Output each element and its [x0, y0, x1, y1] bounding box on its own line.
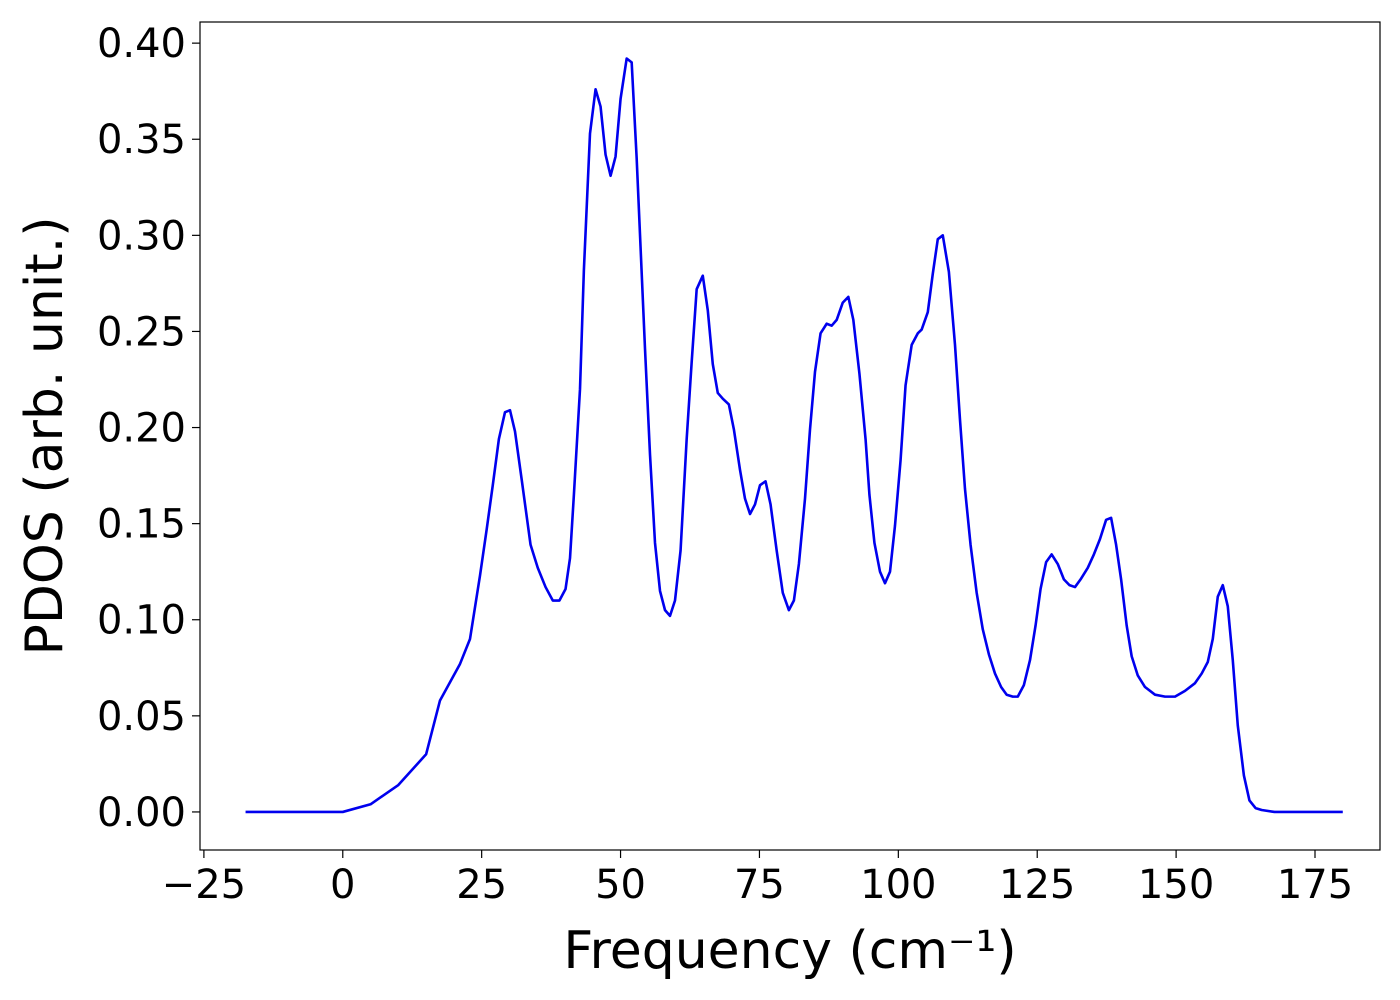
x-tick-label: 25	[456, 862, 507, 908]
x-tick-label: 150	[1138, 862, 1214, 908]
x-tick-label: 75	[734, 862, 785, 908]
x-tick-label: 100	[860, 862, 936, 908]
x-axis-label: Frequency (cm⁻¹)	[563, 921, 1016, 981]
x-tick-label: 50	[595, 862, 646, 908]
y-tick-label: 0.30	[97, 213, 186, 259]
x-tick-label: 175	[1277, 862, 1353, 908]
y-tick-label: 0.10	[97, 598, 186, 644]
x-tick-label: −25	[162, 862, 246, 908]
data-line	[245, 57, 1343, 814]
x-tick-label: 0	[330, 862, 355, 908]
y-tick-label: 0.00	[97, 790, 186, 836]
x-tick-label: 125	[999, 862, 1075, 908]
y-tick-label: 0.05	[97, 694, 186, 740]
y-tick-label: 0.25	[97, 309, 186, 355]
y-tick-label: 0.40	[97, 21, 186, 67]
y-tick-label: 0.15	[97, 502, 186, 548]
plot-frame	[199, 21, 1381, 851]
y-axis-label: PDOS (arb. unit.)	[15, 216, 75, 655]
y-tick-label: 0.35	[97, 117, 186, 163]
y-tick-label: 0.20	[97, 406, 186, 452]
